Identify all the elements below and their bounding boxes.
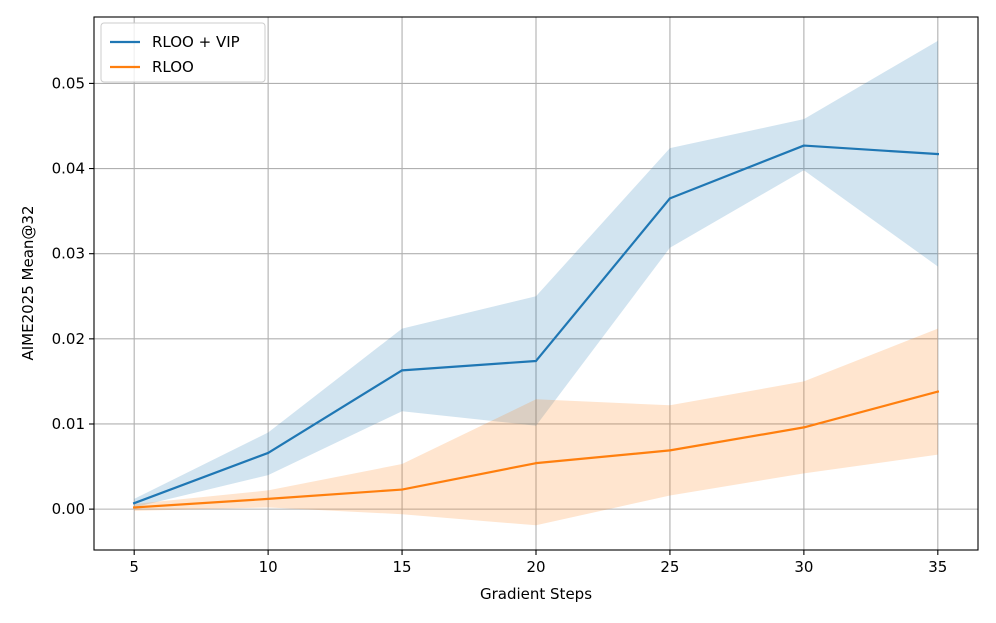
x-tick-label: 5 <box>129 558 139 576</box>
x-tick-label: 20 <box>526 558 545 576</box>
y-tick-label: 0.00 <box>52 500 85 518</box>
band-rloo-vip <box>134 40 938 508</box>
x-axis-label: Gradient Steps <box>480 585 592 603</box>
legend: RLOO + VIP RLOO <box>100 22 266 83</box>
point-rloo-vip <box>133 502 136 505</box>
y-axis-ticks: 0.00 0.01 0.02 0.03 0.04 0.05 <box>52 74 94 518</box>
confidence-bands <box>134 40 938 526</box>
x-tick-label: 15 <box>393 558 412 576</box>
y-tick-label: 0.01 <box>52 415 85 433</box>
point-rloo-vip <box>668 197 672 200</box>
x-tick-label: 25 <box>660 558 679 576</box>
x-tick-label: 35 <box>928 558 947 576</box>
y-tick-label: 0.05 <box>52 74 85 92</box>
y-axis-label: AIME2025 Mean@32 <box>19 205 37 360</box>
grid <box>94 17 978 550</box>
x-tick-label: 10 <box>259 558 278 576</box>
series-lines <box>132 144 940 509</box>
point-rloo <box>133 506 136 509</box>
point-rloo-vip <box>802 144 805 147</box>
point-rloo <box>534 462 538 465</box>
y-tick-label: 0.02 <box>52 330 85 348</box>
legend-label-rloo: RLOO <box>152 58 194 76</box>
point-rloo <box>400 488 404 491</box>
y-tick-label: 0.03 <box>52 245 85 263</box>
x-axis-ticks: 5 10 15 20 25 30 35 <box>129 550 947 576</box>
point-rloo-vip <box>534 359 538 363</box>
x-tick-label: 30 <box>794 558 813 576</box>
point-rloo <box>936 390 939 393</box>
point-rloo-vip <box>936 152 939 156</box>
y-tick-label: 0.04 <box>52 160 85 178</box>
band-rloo <box>134 328 938 526</box>
point-rloo <box>802 426 805 429</box>
point-rloo <box>267 497 270 501</box>
legend-frame <box>100 22 266 83</box>
legend-label-rloo-vip: RLOO + VIP <box>152 33 240 51</box>
point-rloo <box>668 449 672 452</box>
point-rloo-vip <box>400 369 404 372</box>
point-rloo-vip <box>267 451 270 455</box>
